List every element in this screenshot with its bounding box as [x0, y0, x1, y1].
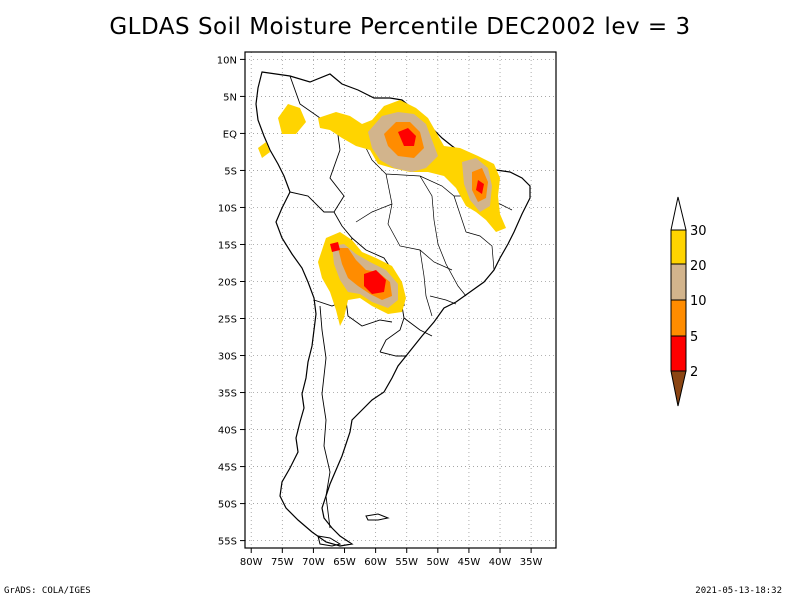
colorbar: 30 20 10 5 2 — [670, 196, 707, 407]
patch-2-5-bolivia — [330, 242, 340, 252]
lat-tick-label: 5N — [223, 92, 237, 103]
colorbar-2-5 — [670, 335, 687, 372]
map-frame — [244, 51, 557, 549]
lat-tick-label: 55S — [218, 537, 237, 548]
lon-tick-label: 45W — [458, 557, 481, 568]
lat-tick-label: 30S — [218, 352, 237, 363]
lat-tick-label: 15S — [218, 240, 237, 251]
lat-tick-label: 45S — [218, 463, 237, 474]
colorbar-below-2 — [670, 370, 687, 407]
colorbar-10-20 — [670, 263, 687, 301]
footer-credit: GrADS: COLA/IGES — [4, 586, 91, 596]
colorbar-label-20: 20 — [690, 259, 707, 274]
patch-20-30-west — [258, 142, 270, 158]
falkland-islands-outline — [365, 513, 390, 521]
lat-tick-label: EQ — [223, 129, 237, 140]
lon-tick-label: 40W — [489, 557, 512, 568]
lat-tick-label: 5S — [224, 166, 237, 177]
patch-2-5-pantanal — [364, 270, 386, 294]
lon-tick-label: 35W — [520, 557, 543, 568]
colorbar-above-30 — [670, 196, 687, 231]
colorbar-label-2: 2 — [690, 365, 698, 380]
map-title: GLDAS Soil Moisture Percentile DEC2002 l… — [109, 14, 691, 40]
patch-2-5-amapa — [398, 128, 416, 146]
lat-tick-label: 35S — [218, 389, 237, 400]
lon-tick-label: 70W — [302, 557, 325, 568]
colorbar-label-30: 30 — [690, 224, 707, 239]
colorbar-label-10: 10 — [690, 294, 707, 309]
lon-tick-label: 75W — [271, 557, 294, 568]
footer-timestamp: 2021-05-13-18:32 — [695, 586, 782, 596]
lon-tick-label: 50W — [427, 557, 450, 568]
colorbar-5-10 — [670, 299, 687, 337]
lat-tick-label: 20S — [218, 277, 237, 288]
colorbar-20-30 — [670, 229, 687, 265]
tierra-del-fuego-outline — [317, 535, 342, 547]
lon-tick-label: 80W — [240, 557, 263, 568]
map-axes: 10N 5N EQ 5S 10S 15S 20S 25S 30S 35S 40S 45S 50S 55S8… — [217, 55, 543, 568]
lat-tick-label: 40S — [218, 426, 237, 437]
percentile-patches — [258, 100, 506, 326]
lat-tick-label: 10N — [217, 55, 237, 66]
colorbar-label-5: 5 — [690, 330, 698, 345]
lat-tick-label: 50S — [218, 500, 237, 511]
lat-tick-label: 25S — [218, 315, 237, 326]
lon-tick-label: 55W — [395, 557, 418, 568]
patch-2-5-northeast — [476, 180, 484, 194]
lat-tick-label: 10S — [218, 203, 237, 214]
lon-tick-label: 65W — [333, 557, 356, 568]
lon-tick-label: 60W — [364, 557, 387, 568]
